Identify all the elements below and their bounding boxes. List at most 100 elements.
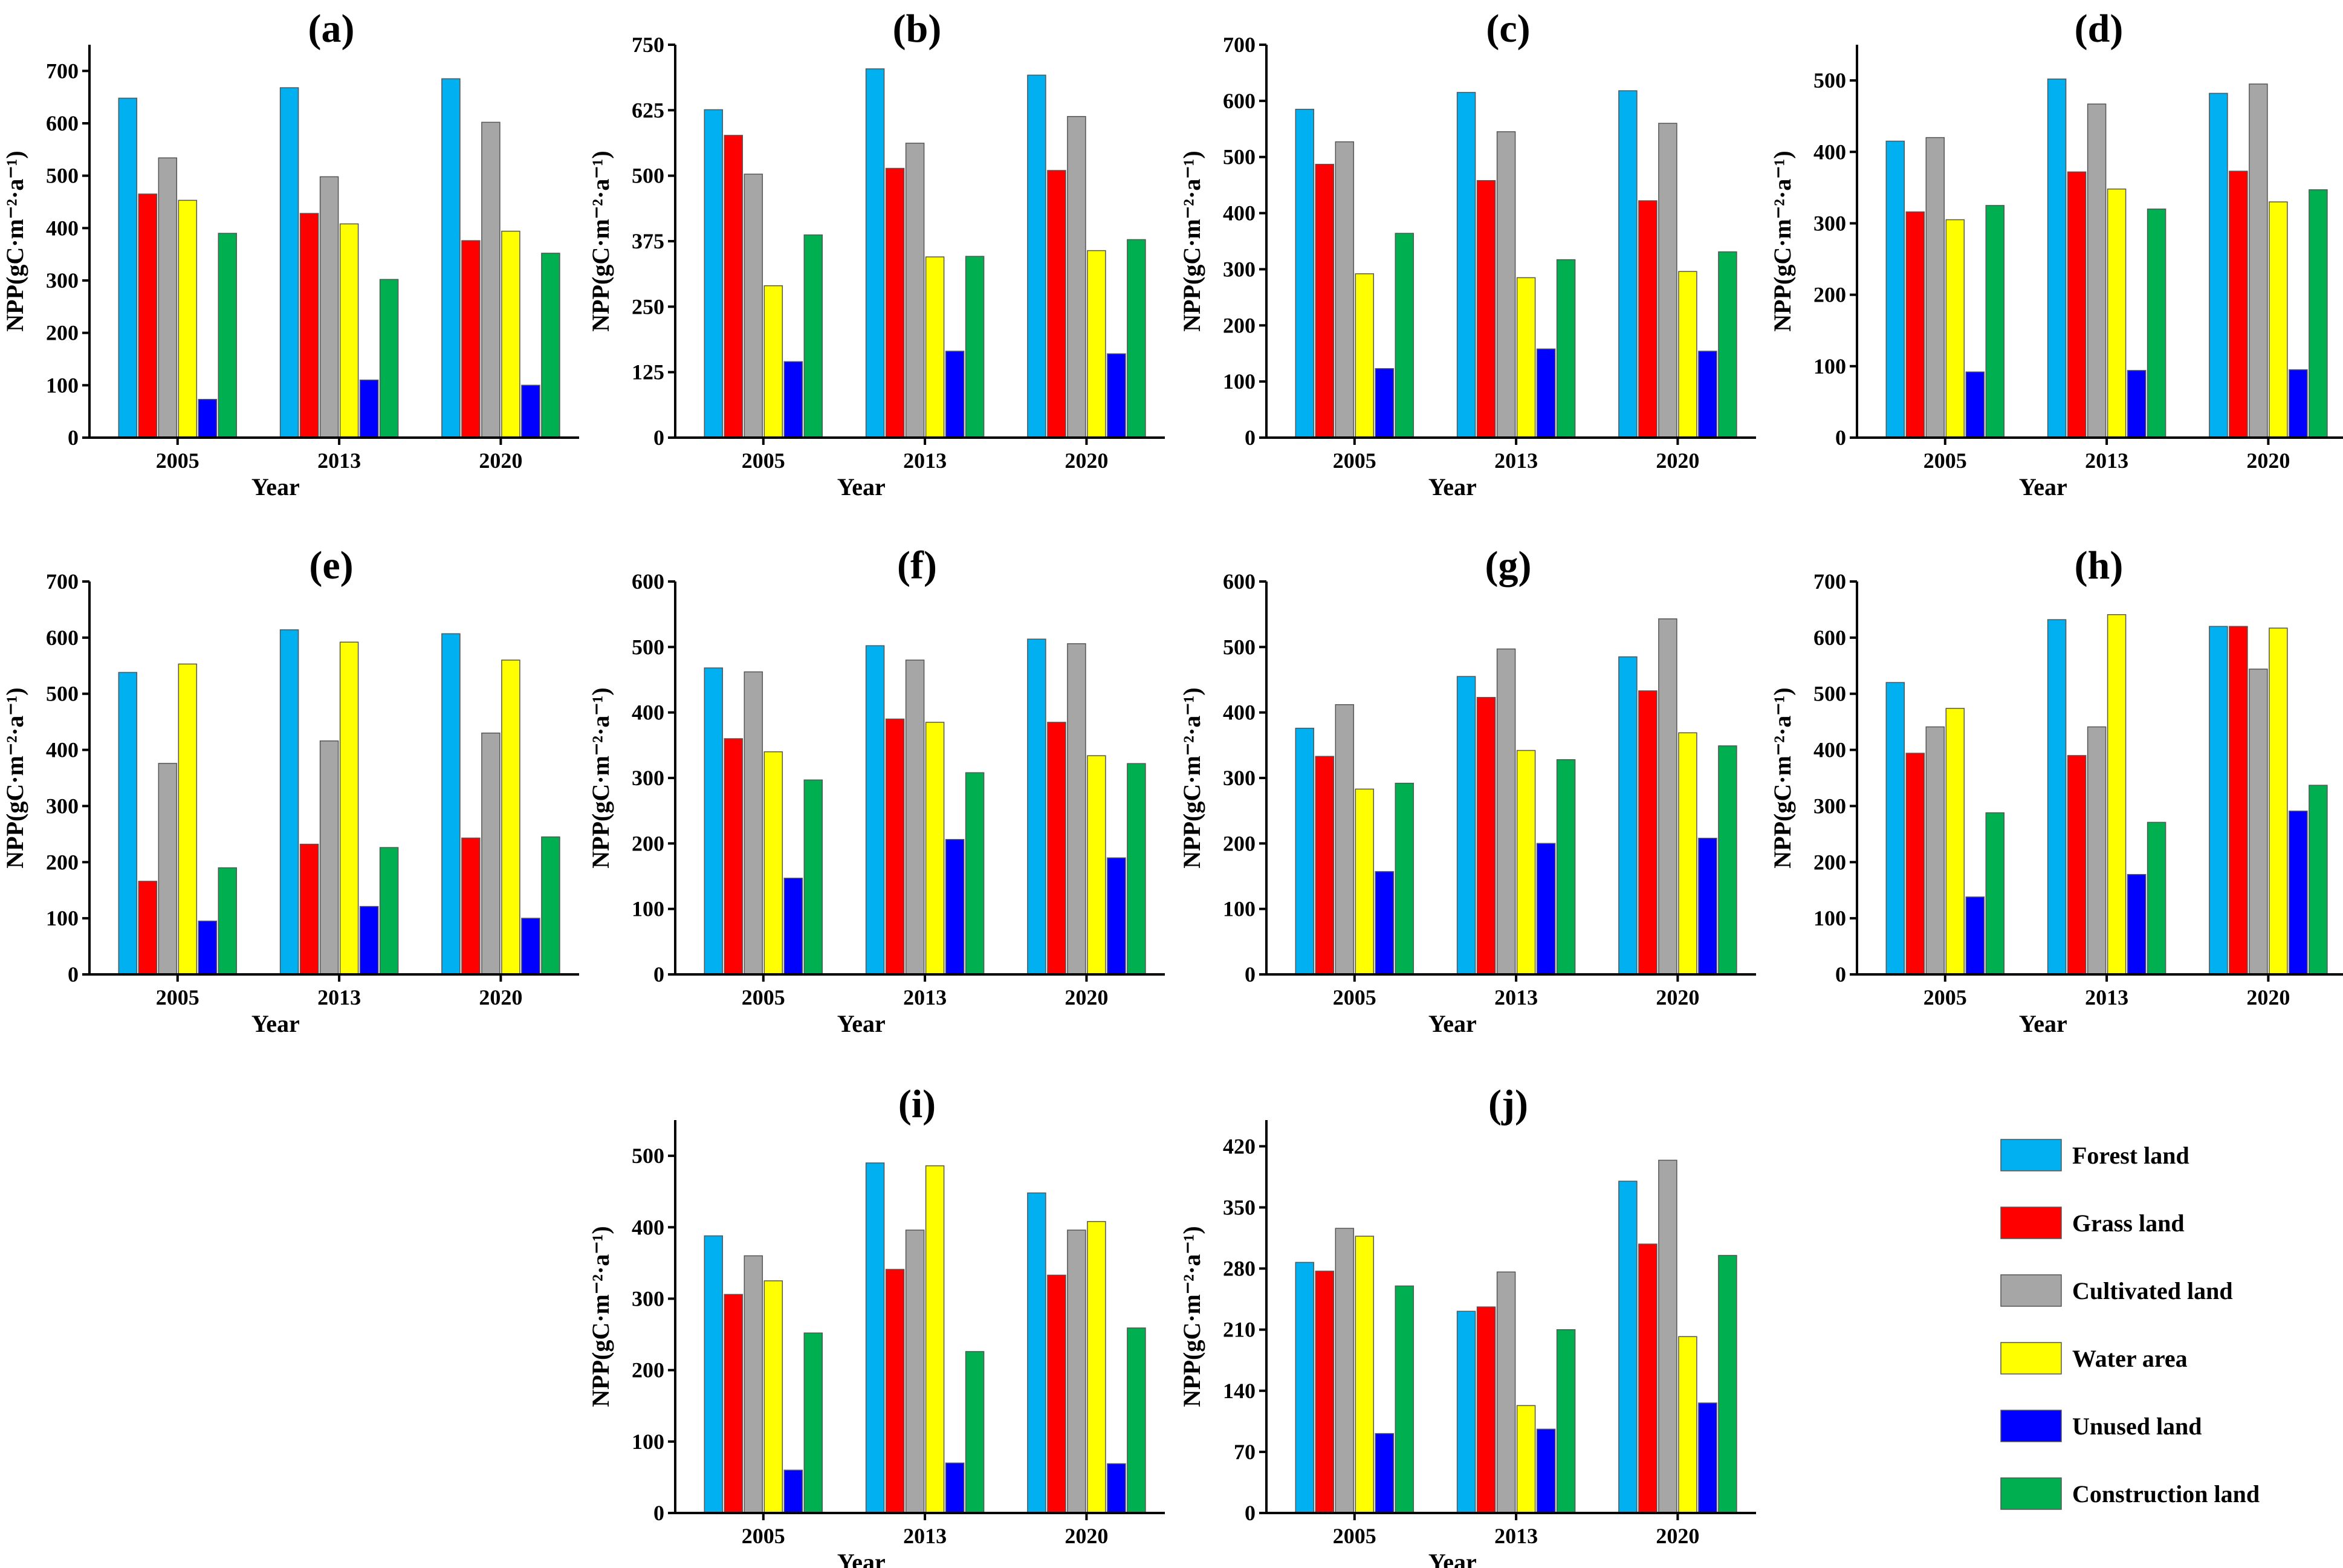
y-tick-label: 500 (1813, 68, 1846, 92)
x-tick-label: 2020 (1065, 449, 1108, 473)
bar (521, 384, 540, 438)
y-tick-label: 400 (1813, 140, 1846, 164)
bar (541, 836, 560, 975)
bar (2147, 821, 2166, 975)
bar (1315, 756, 1335, 975)
panel-title: (g) (1485, 543, 1532, 588)
y-tick-label: 300 (632, 1286, 664, 1310)
bar (905, 659, 925, 975)
bar (2249, 669, 2268, 975)
x-tick-label: 2013 (903, 985, 947, 1009)
bar (865, 68, 885, 438)
bar (1027, 1192, 1046, 1514)
legend-label: Forest land (2072, 1142, 2189, 1169)
bar (925, 722, 945, 975)
bar (461, 837, 481, 975)
bar (1985, 812, 2005, 975)
x-tick-label: 2020 (1065, 985, 1108, 1009)
bar (198, 398, 218, 438)
y-tick-label: 500 (632, 635, 664, 659)
bar (1027, 74, 1046, 438)
bar (2127, 370, 2147, 438)
bar (501, 230, 520, 438)
bar (1375, 1433, 1395, 1514)
bar (1315, 1271, 1335, 1514)
bar (1536, 1428, 1556, 1514)
bar (379, 847, 399, 975)
y-tick-label: 700 (46, 569, 79, 594)
y-tick-label: 400 (632, 1215, 664, 1239)
bar (2067, 171, 2087, 438)
y-tick-label: 600 (1223, 89, 1256, 113)
x-tick-label: 2020 (1656, 449, 1699, 473)
bar (1395, 1285, 1415, 1514)
bar (905, 1229, 925, 1514)
bar (1718, 251, 1737, 438)
y-tick-label: 0 (1245, 962, 1256, 986)
y-tick-label: 250 (632, 294, 664, 319)
bar (925, 1165, 945, 1514)
bar (1658, 123, 1677, 438)
chart-panel: (b) 0 125 250 375 500 625 750 2005 2013 2020 Year NP… (587, 7, 1165, 501)
y-tick-label: 300 (1223, 257, 1256, 281)
y-tick-label: 0 (1835, 426, 1846, 450)
y-tick-label: 200 (1813, 850, 1846, 874)
x-tick-label: 2013 (2085, 985, 2128, 1009)
bar (1718, 1255, 1737, 1514)
legend-item: Unused land (2000, 1410, 2202, 1442)
y-tick-label: 0 (653, 962, 664, 986)
panel-title: (a) (308, 7, 355, 51)
bar (441, 78, 461, 438)
y-tick-label: 210 (1223, 1318, 1256, 1342)
bar (481, 732, 501, 975)
bar (1375, 871, 1395, 975)
y-axis-title: NPP(gC·m⁻²·a⁻¹) (1178, 151, 1205, 332)
x-tick-label: 2013 (317, 985, 361, 1009)
y-tick-label: 100 (46, 906, 79, 930)
bar (118, 97, 138, 438)
panel-title: (j) (1488, 1082, 1528, 1126)
y-tick-label: 600 (46, 111, 79, 135)
bar (1315, 164, 1335, 438)
bar (1618, 90, 1638, 438)
y-tick-label: 700 (46, 59, 79, 83)
bar (1556, 759, 1576, 975)
bar (945, 351, 965, 438)
bar (1355, 273, 1375, 438)
bar (783, 1469, 803, 1514)
bar (1496, 648, 1516, 975)
bar (763, 751, 783, 975)
chart-panel: (g) 0 100 200 300 400 500 600 2005 2013 2020 Year NP… (1178, 543, 1756, 1037)
bar (1127, 763, 1146, 975)
chart-panel: (h) 0 100 200 300 400 500 600 700 2005 2013 2020 Yea… (1769, 543, 2343, 1037)
x-tick-label: 2020 (1065, 1524, 1108, 1548)
bar (1127, 1327, 1146, 1514)
x-tick-label: 2013 (1494, 1524, 1538, 1548)
bar (2047, 78, 2067, 438)
bar (885, 167, 905, 438)
bar (1067, 643, 1086, 975)
panel-title: (h) (2075, 543, 2124, 588)
x-tick-label: 2005 (156, 449, 199, 473)
y-tick-label: 100 (46, 373, 79, 397)
bar (1335, 1228, 1355, 1514)
bar (905, 143, 925, 438)
bar (1885, 682, 1905, 975)
x-tick-label: 2013 (1494, 985, 1538, 1009)
bar (1905, 211, 1925, 438)
bar (299, 213, 319, 438)
y-tick-label: 200 (1223, 313, 1256, 337)
y-axis-title: NPP(gC·m⁻²·a⁻¹) (1, 151, 28, 332)
x-axis-title: Year (2019, 1010, 2067, 1037)
legend-label: Cultivated land (2072, 1277, 2233, 1304)
bar (2067, 755, 2087, 975)
bar (1905, 753, 1925, 975)
bar (2309, 785, 2328, 975)
bar (783, 878, 803, 975)
bar (865, 645, 885, 975)
y-tick-label: 600 (1813, 626, 1846, 650)
bar (1516, 277, 1536, 438)
bar (339, 641, 359, 975)
y-tick-label: 300 (1813, 211, 1846, 235)
y-tick-label: 0 (68, 426, 79, 450)
